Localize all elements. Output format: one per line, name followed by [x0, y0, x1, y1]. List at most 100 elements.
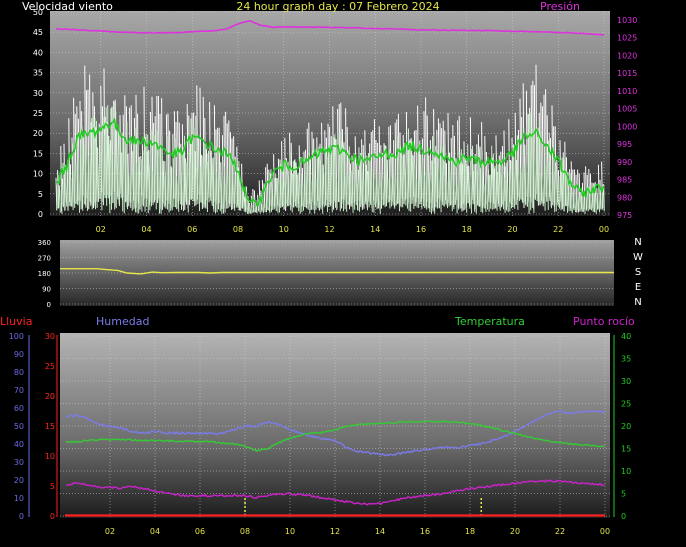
pressure-tick: 1030 — [617, 16, 637, 25]
temp-x-tick: 06 — [195, 527, 205, 536]
compass-label: N — [634, 297, 641, 308]
direction-y-tick: 360 — [38, 239, 51, 247]
rain-y-tick: 10 — [45, 452, 55, 461]
wind-x-tick: 22 — [553, 225, 563, 234]
humidity-series — [65, 409, 606, 457]
pressure-tick: 1010 — [617, 87, 637, 96]
wind-x-tick: 20 — [507, 225, 517, 234]
wind-y-tick: 40 — [33, 48, 43, 57]
temp-y-tick: 25 — [621, 400, 631, 409]
temp-y-tick: 30 — [621, 377, 631, 386]
temp-x-tick: 10 — [285, 527, 295, 536]
temp-x-tick: 00 — [600, 527, 610, 536]
temp-y-tick: 35 — [621, 355, 631, 364]
compass-label: N — [634, 237, 641, 248]
rain-y-tick: 0 — [50, 512, 55, 521]
rain-y-tick: 20 — [45, 392, 55, 401]
chart-title: 24 hour graph day : 07 Febrero 2024 — [236, 0, 439, 13]
temp-y-tick: 0 — [621, 512, 626, 521]
dewpoint-label: Punto rocío — [573, 315, 635, 328]
wind-avg-series — [55, 117, 605, 207]
humidity-y-tick: 40 — [14, 440, 24, 449]
pressure-tick: 1015 — [617, 69, 637, 78]
temp-x-tick: 08 — [240, 527, 250, 536]
wind-y-tick: 0 — [38, 210, 43, 219]
temp-y-tick: 40 — [621, 332, 631, 341]
pressure-tick: 985 — [617, 176, 632, 185]
dewpoint-series — [65, 478, 605, 506]
pressure-tick: 1020 — [617, 51, 637, 60]
humidity-y-tick: 50 — [14, 422, 24, 431]
humidity-y-tick: 100 — [9, 332, 24, 341]
temp-x-tick: 22 — [555, 527, 565, 536]
pressure-label: Presión — [540, 0, 580, 13]
humidity-y-tick: 20 — [14, 476, 24, 485]
pressure-series — [55, 20, 605, 36]
pressure-tick: 1000 — [617, 122, 637, 131]
wind-x-tick: 06 — [187, 225, 197, 234]
direction-series — [60, 268, 614, 275]
wind-light-series — [56, 102, 605, 214]
humidity-y-tick: 30 — [14, 458, 24, 467]
temp-x-tick: 04 — [150, 527, 160, 536]
wind-y-tick: 25 — [33, 109, 43, 118]
rain-y-tick: 30 — [45, 332, 55, 341]
humidity-label: Humedad — [96, 315, 149, 328]
rain-label: Lluvia — [0, 315, 32, 328]
wind-y-tick: 30 — [33, 89, 43, 98]
wind-y-tick: 10 — [33, 170, 43, 179]
compass-label: S — [635, 267, 641, 278]
compass-label: W — [633, 252, 643, 263]
pressure-tick: 980 — [617, 193, 632, 202]
pressure-tick: 975 — [617, 211, 632, 220]
temp-y-tick: 15 — [621, 445, 631, 454]
humidity-y-tick: 70 — [14, 386, 24, 395]
wind-pressure-chart: 0510152025303540455097598098599099510001… — [33, 8, 638, 234]
rain-y-tick: 5 — [50, 482, 55, 491]
wind-y-tick: 15 — [33, 149, 43, 158]
temp-x-tick: 18 — [465, 527, 475, 536]
rain-y-tick: 15 — [45, 422, 55, 431]
wind-x-tick: 18 — [462, 225, 472, 234]
wind-x-tick: 08 — [233, 225, 243, 234]
wind-label: Velocidad viento — [22, 0, 113, 13]
temp-y-tick: 5 — [621, 490, 626, 499]
temp-y-tick: 20 — [621, 422, 631, 431]
compass-label: E — [635, 282, 641, 293]
humidity-y-tick: 60 — [14, 404, 24, 413]
wind-y-tick: 45 — [33, 28, 43, 37]
direction-y-tick: 180 — [38, 270, 51, 278]
wind-y-tick: 5 — [38, 190, 43, 199]
wind-x-tick: 02 — [96, 225, 106, 234]
temp-x-tick: 14 — [375, 527, 385, 536]
wind-x-tick: 12 — [324, 225, 334, 234]
wind-x-tick: 04 — [141, 225, 151, 234]
temp-x-tick: 16 — [420, 527, 430, 536]
pressure-tick: 1025 — [617, 34, 637, 43]
temp-humidity-chart: 0510152025303540010203040506070809010005… — [9, 332, 631, 536]
pressure-tick: 995 — [617, 140, 632, 149]
wind-y-tick: 20 — [33, 129, 43, 138]
humidity-y-tick: 90 — [14, 350, 24, 359]
temp-x-tick: 02 — [105, 527, 115, 536]
humidity-y-tick: 0 — [19, 512, 24, 521]
temperature-series — [65, 420, 605, 452]
temperature-label: Temperatura — [454, 315, 525, 328]
pressure-tick: 990 — [617, 158, 632, 167]
wind-y-tick: 35 — [33, 69, 43, 78]
pressure-tick: 1005 — [617, 105, 637, 114]
temp-x-tick: 12 — [330, 527, 340, 536]
rain-y-tick: 25 — [45, 362, 55, 371]
temp-x-tick: 20 — [510, 527, 520, 536]
wind-x-tick: 16 — [416, 225, 426, 234]
direction-y-tick: 90 — [42, 286, 51, 294]
humidity-y-tick: 80 — [14, 368, 24, 377]
humidity-y-tick: 10 — [14, 494, 24, 503]
wind-x-tick: 00 — [599, 225, 609, 234]
wind-y-tick: 50 — [33, 8, 43, 17]
direction-y-tick: 270 — [38, 255, 51, 263]
direction-y-tick: 0 — [47, 301, 51, 309]
